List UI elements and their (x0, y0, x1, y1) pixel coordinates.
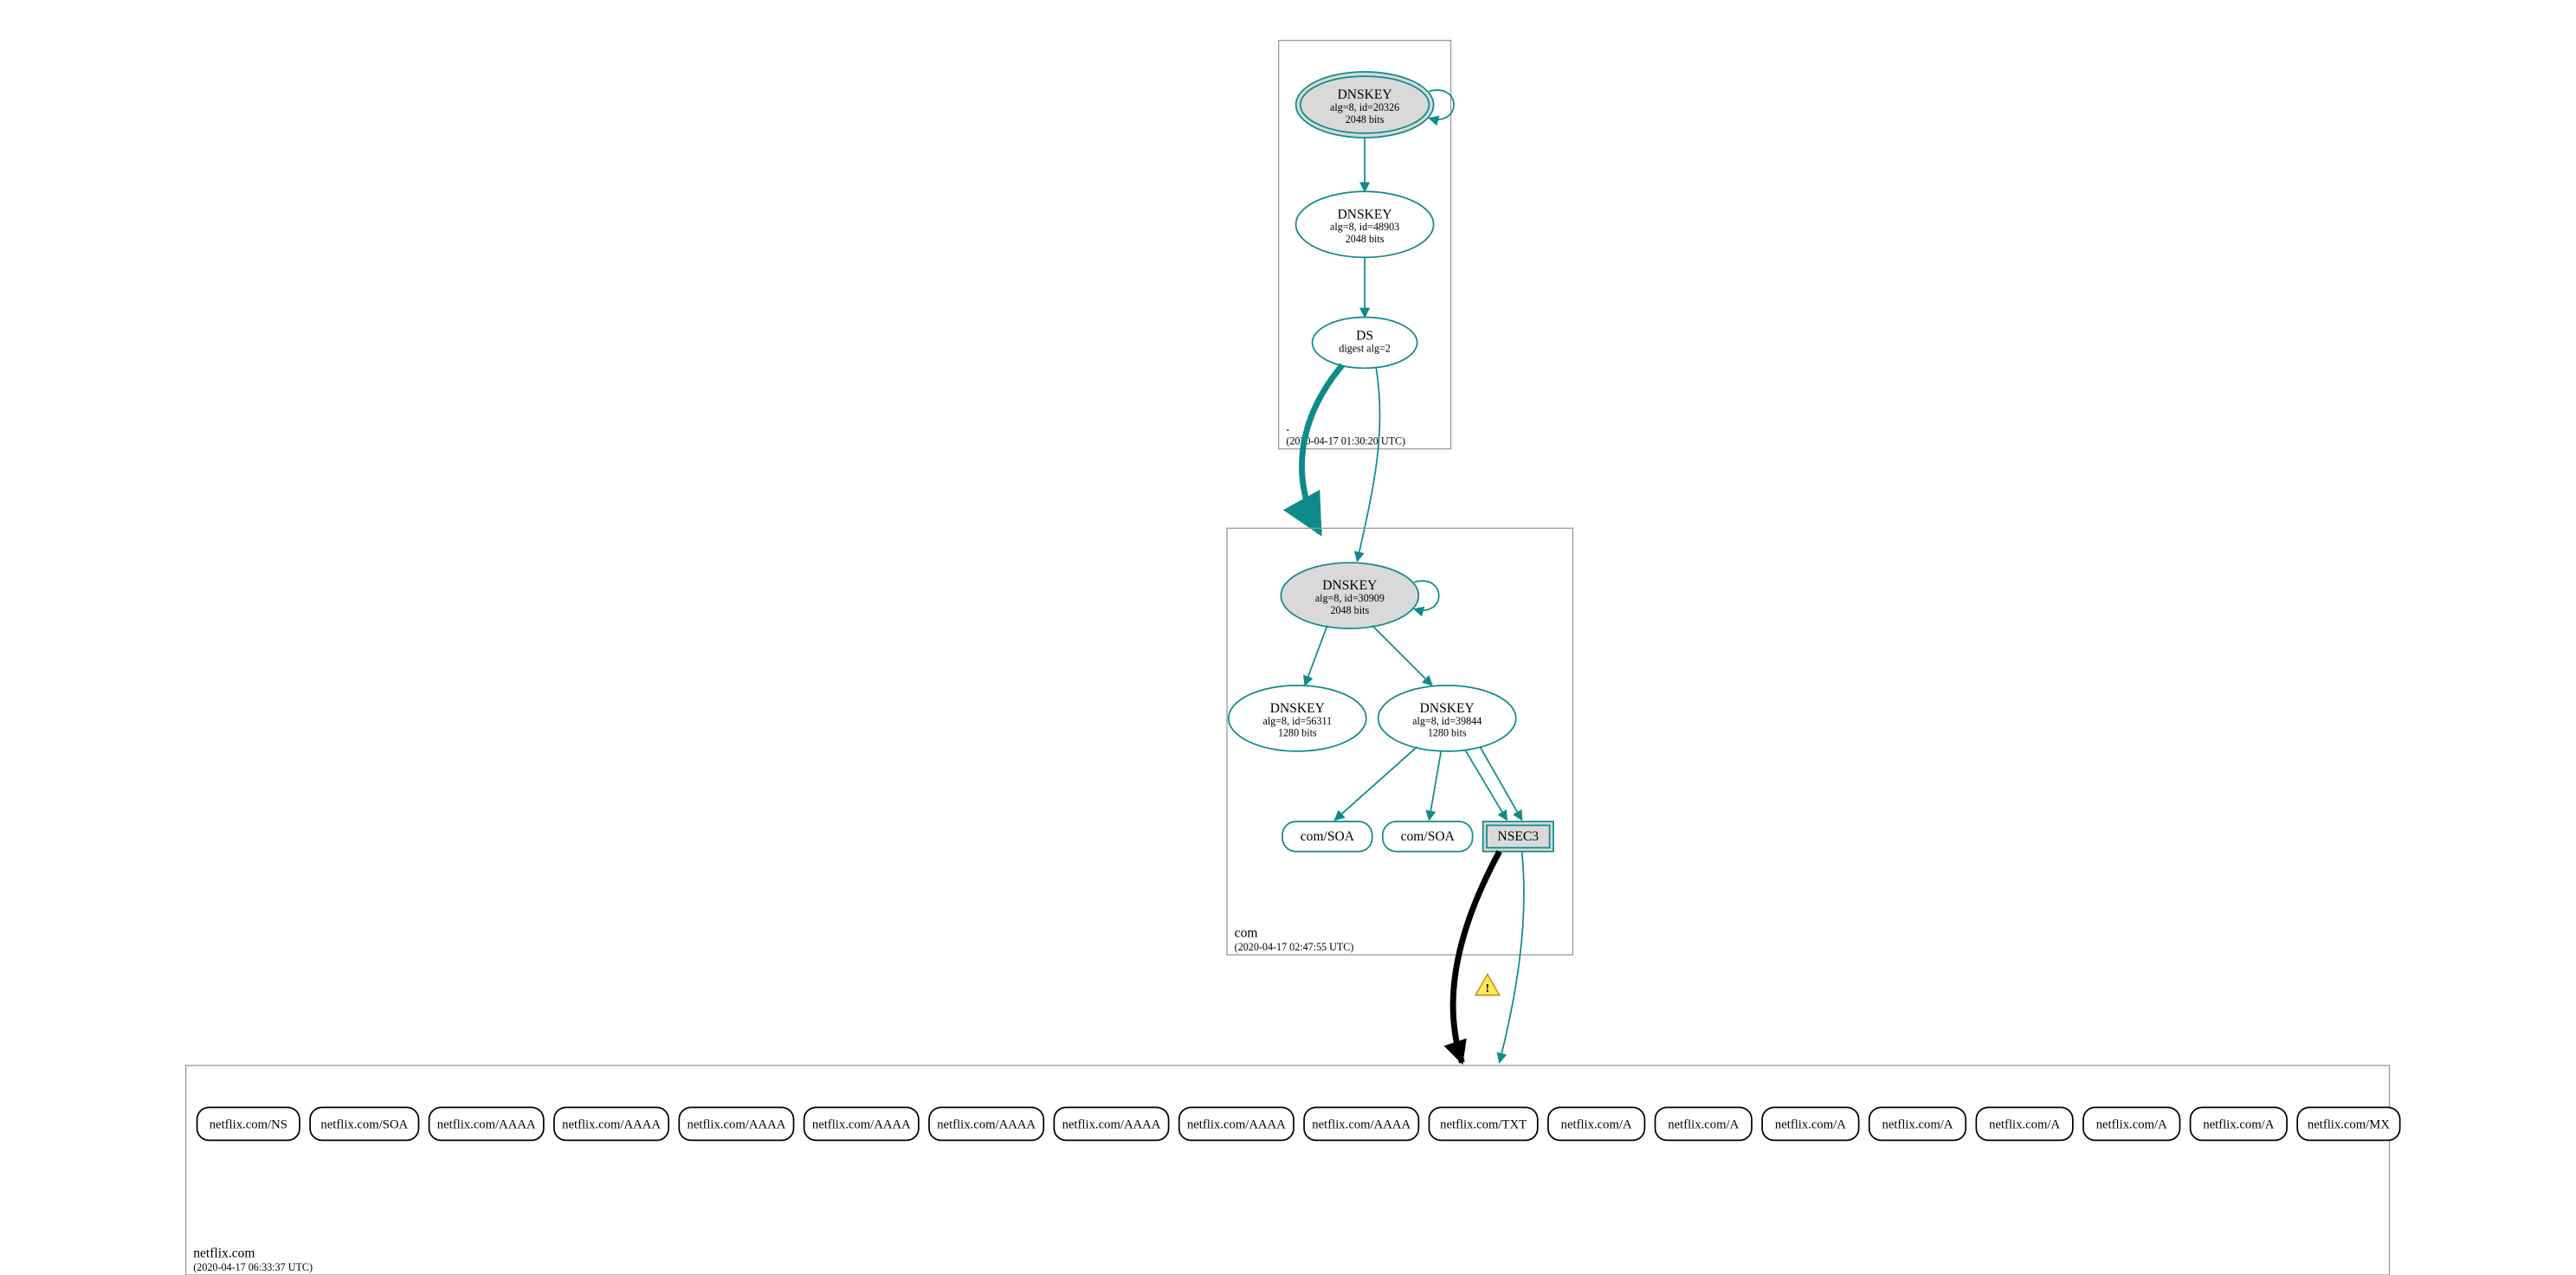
com-zsk2-title: DNSKEY (1420, 701, 1475, 716)
node-com-zsk1: DNSKEY alg=8, id=56311 1280 bits (1229, 686, 1366, 751)
record-label: netflix.com/A (1882, 1118, 1953, 1132)
root-zsk-line3: 2048 bits (1346, 233, 1385, 245)
com-soa1-label: com/SOA (1301, 829, 1355, 844)
zone-domain-box (186, 1066, 2390, 1275)
edge-nsec3-domain-insecure (1453, 852, 1500, 1063)
root-ksk-line2: alg=8, id=20326 (1330, 101, 1399, 113)
record-label: netflix.com/AAAA (1312, 1118, 1411, 1132)
node-root-ksk: DNSKEY alg=8, id=20326 2048 bits (1296, 72, 1454, 138)
warning-icon: ! (1475, 974, 1500, 995)
edge-zsk2-nsec3-a (1465, 750, 1507, 820)
record-label: netflix.com/NS (210, 1118, 287, 1132)
com-ksk-title: DNSKEY (1322, 578, 1377, 593)
node-root-zsk: DNSKEY alg=8, id=48903 2048 bits (1296, 191, 1434, 257)
edge-zsk2-soa1 (1335, 747, 1417, 821)
dnssec-diagram: . (2020-04-17 01:30:20 UTC) DNSKEY alg=8… (0, 0, 2576, 1275)
edge-comksk-zsk1 (1305, 626, 1327, 686)
record-label: netflix.com/A (1775, 1118, 1846, 1132)
record-label: netflix.com/AAAA (562, 1118, 661, 1132)
com-ksk-line2: alg=8, id=30909 (1315, 592, 1385, 604)
zone-com-label: com (1235, 925, 1258, 940)
record-label: netflix.com/AAAA (688, 1118, 786, 1132)
zone-domain-timestamp: (2020-04-17 06:33:37 UTC) (193, 1261, 313, 1273)
com-zsk1-title: DNSKEY (1270, 701, 1325, 716)
record-label: netflix.com/AAAA (937, 1118, 1036, 1132)
record-label: netflix.com/A (1561, 1118, 1632, 1132)
svg-text:!: ! (1486, 982, 1490, 995)
zone-root-label: . (1286, 420, 1289, 435)
root-ds-title: DS (1356, 328, 1373, 343)
record-row: netflix.com/NS netflix.com/SOA netflix.com… (197, 1107, 2400, 1140)
zone-domain-label: netflix.com (193, 1246, 255, 1260)
record-label: netflix.com/SOA (320, 1118, 408, 1132)
zone-com: com (2020-04-17 02:47:55 UTC) DNSKEY alg… (1227, 528, 1572, 955)
record-label: netflix.com/AAAA (1187, 1118, 1286, 1132)
record-label: netflix.com/AAAA (812, 1118, 911, 1132)
record-label: netflix.com/A (2203, 1118, 2274, 1132)
node-root-ds: DS digest alg=2 (1313, 318, 1417, 369)
root-zsk-title: DNSKEY (1338, 207, 1392, 222)
record-label: netflix.com/A (2096, 1118, 2167, 1132)
com-zsk2-line3: 1280 bits (1428, 727, 1467, 739)
node-com-ksk: DNSKEY alg=8, id=30909 2048 bits (1281, 563, 1438, 628)
record-label: netflix.com/A (1989, 1118, 2060, 1132)
root-ds-line2: digest alg=2 (1339, 342, 1391, 354)
record-label: netflix.com/TXT (1440, 1118, 1527, 1132)
record-label: netflix.com/AAAA (1062, 1118, 1161, 1132)
node-nsec3: NSEC3 (1483, 821, 1553, 852)
root-ksk-line3: 2048 bits (1346, 113, 1385, 126)
nsec3-label: NSEC3 (1498, 829, 1540, 844)
com-zsk2-line2: alg=8, id=39844 (1412, 715, 1482, 727)
edge-zsk2-soa2 (1429, 751, 1441, 821)
record-label: netflix.com/A (1668, 1118, 1739, 1132)
zone-root: . (2020-04-17 01:30:20 UTC) DNSKEY alg=8… (1279, 41, 1454, 449)
com-soa2-label: com/SOA (1401, 829, 1456, 844)
zone-domain: netflix.com (2020-04-17 06:33:37 UTC) ne… (186, 1066, 2400, 1275)
node-com-soa1: com/SOA (1282, 821, 1372, 852)
com-ksk-line3: 2048 bits (1330, 604, 1369, 616)
com-zsk1-line3: 1280 bits (1278, 727, 1317, 739)
edge-comksk-zsk2 (1372, 626, 1432, 686)
node-com-soa2: com/SOA (1383, 821, 1473, 852)
edge-ds-comksk (1357, 367, 1379, 562)
record-label: netflix.com/AAAA (437, 1118, 536, 1132)
root-ksk-title: DNSKEY (1338, 87, 1392, 102)
record-label: netflix.com/MX (2308, 1118, 2390, 1132)
com-zsk1-line2: alg=8, id=56311 (1262, 715, 1332, 727)
edge-nsec3-domain (1500, 852, 1524, 1063)
zone-com-timestamp: (2020-04-17 02:47:55 UTC) (1235, 941, 1354, 953)
node-com-zsk2: DNSKEY alg=8, id=39844 1280 bits (1378, 686, 1516, 751)
root-zsk-line2: alg=8, id=48903 (1330, 221, 1399, 233)
